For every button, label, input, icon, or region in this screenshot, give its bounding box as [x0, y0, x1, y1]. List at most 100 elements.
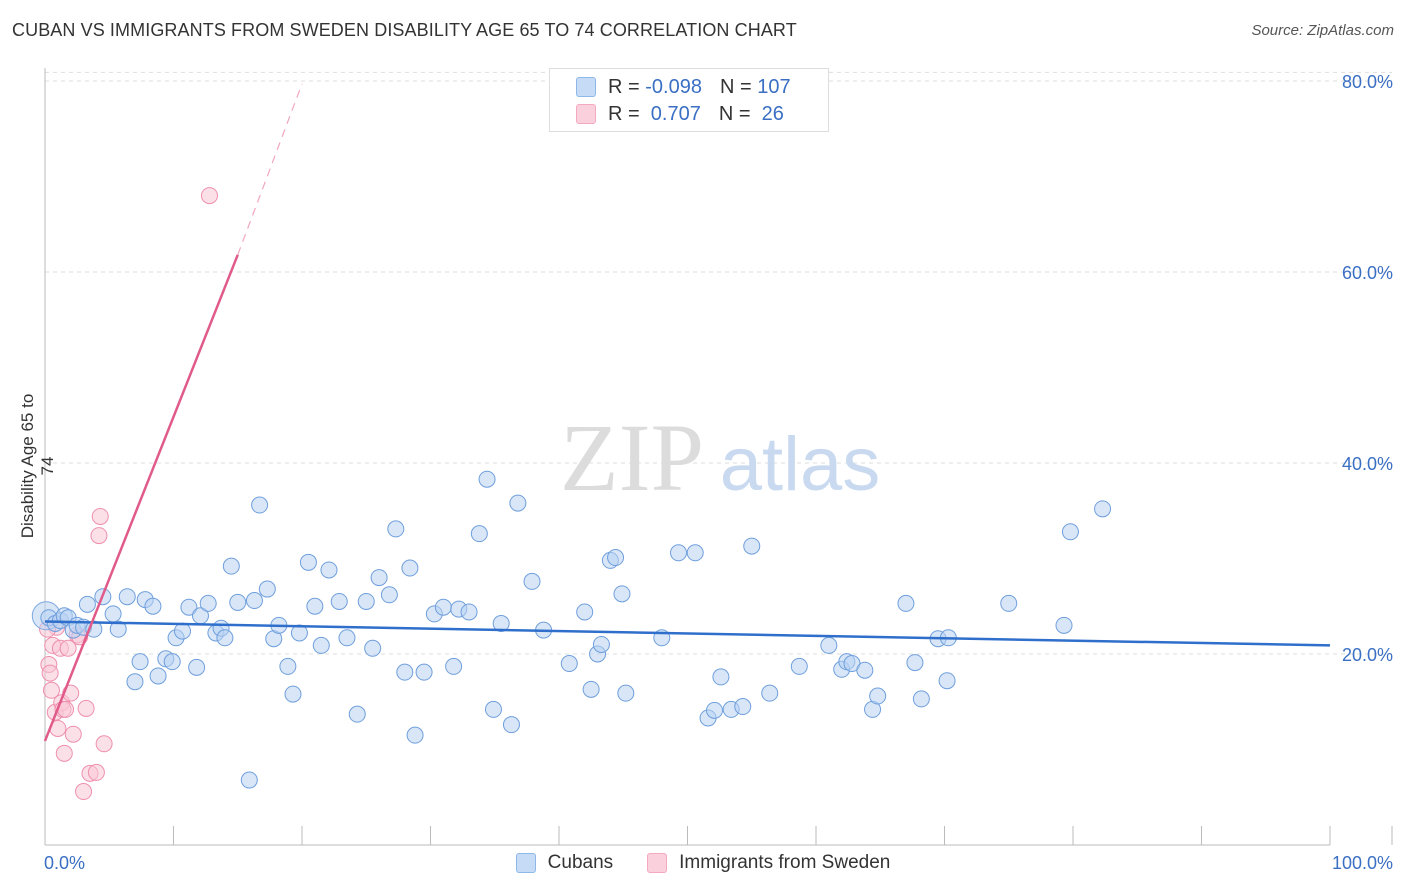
cuban-point: [380, 586, 398, 604]
legend-item-sweden: Immigrants from Sweden: [647, 852, 890, 874]
sweden-point: [87, 763, 105, 781]
sweden-point: [200, 187, 218, 205]
r-value: -0.098: [645, 75, 702, 98]
cuban-point: [592, 635, 610, 653]
cuban-point: [284, 685, 302, 703]
cuban-point: [478, 470, 496, 488]
cuban-point: [149, 667, 167, 685]
cuban-point: [406, 726, 424, 744]
r-label: R =: [608, 102, 640, 125]
cuban-point: [320, 561, 338, 579]
y-axis-label: Disability Age 65 to 74: [18, 393, 57, 539]
sweden-point: [64, 725, 82, 743]
cuban-point: [222, 557, 240, 575]
cuban-point: [173, 622, 191, 640]
sweden-swatch: [576, 104, 596, 124]
cuban-point: [460, 603, 478, 621]
cuban-point: [484, 700, 502, 718]
cuban-point: [1061, 523, 1079, 541]
cuban-point: [216, 629, 234, 647]
cuban-point: [470, 525, 488, 543]
y-tick-labels: 20.0% 40.0% 60.0% 80.0%: [1342, 72, 1393, 665]
sweden-legend-swatch: [647, 853, 668, 873]
cuban-point: [396, 663, 414, 681]
cuban-point: [509, 494, 527, 512]
cuban-point: [938, 672, 956, 690]
axes: [44, 68, 1393, 846]
x-tick-label: 0.0%: [44, 853, 85, 873]
cuban-point: [199, 594, 217, 612]
cuban-point: [290, 624, 308, 642]
cuban-point: [502, 716, 520, 734]
cuban-point: [299, 553, 317, 571]
cuban-point: [607, 549, 625, 567]
cuban-point: [1094, 500, 1112, 518]
cuban-point: [104, 605, 122, 623]
cuban-point: [126, 673, 144, 691]
sweden-point: [59, 639, 77, 657]
cuban-point: [1055, 616, 1073, 634]
cuban-point: [906, 654, 924, 672]
cuban-point: [364, 639, 382, 657]
cuban-point: [560, 655, 578, 673]
x-tick-labels: 0.0% 100.0%: [44, 853, 1393, 873]
cuban-point: [312, 636, 330, 654]
cuban-point: [357, 592, 375, 610]
cuban-point: [415, 663, 433, 681]
r-value: 0.707: [645, 102, 701, 125]
trendlines: [43, 83, 1331, 742]
n-label: N =: [718, 102, 751, 125]
cuban-point: [820, 636, 838, 654]
chart-title: CUBAN VS IMMIGRANTS FROM SWEDEN DISABILI…: [12, 20, 797, 40]
sweden-point: [41, 664, 59, 682]
sweden-trendline-extension: [237, 83, 303, 256]
cuban-point: [251, 496, 269, 514]
y-tick-label: 40.0%: [1342, 454, 1393, 474]
cuban-point: [523, 572, 541, 590]
cuban-point: [617, 684, 635, 702]
y-tick-label: 60.0%: [1342, 263, 1393, 283]
cuban-point: [670, 544, 688, 562]
series-cubans-points: [31, 470, 1112, 789]
cuban-point: [370, 569, 388, 587]
cuban-point: [188, 658, 206, 676]
sweden-point: [55, 744, 73, 762]
stats-row-cubans: R = -0.098 N = 107: [576, 75, 791, 99]
cubans-trendline: [44, 620, 1331, 647]
series-legend: Cubans Immigrants from Sweden: [0, 852, 1406, 874]
x-tick-label: 100.0%: [1332, 853, 1393, 873]
y-tick-label: 20.0%: [1342, 645, 1393, 665]
cuban-point: [144, 597, 162, 615]
cuban-point: [712, 668, 730, 686]
cuban-point: [576, 603, 594, 621]
cuban-point: [613, 585, 631, 603]
cuban-point: [445, 657, 463, 675]
sweden-trendline: [43, 254, 239, 742]
stats-legend: R = -0.098 N = 107 R = 0.707 N = 26: [549, 68, 829, 132]
cuban-point: [761, 684, 779, 702]
legend-label-cubans: Cubans: [547, 852, 614, 873]
cuban-point: [582, 680, 600, 698]
n-value: 26: [756, 102, 784, 125]
cuban-point: [734, 698, 752, 716]
cuban-point: [279, 657, 297, 675]
sweden-point: [90, 527, 108, 545]
cubans-legend-swatch: [515, 853, 536, 873]
watermark-atlas: atlas: [720, 422, 881, 507]
watermark-zip: ZIP: [560, 404, 704, 511]
n-label: N =: [719, 75, 752, 98]
cubans-swatch: [576, 77, 596, 97]
cuban-point: [240, 771, 258, 789]
sweden-point: [77, 699, 95, 717]
cuban-point: [245, 592, 263, 610]
cuban-point: [912, 690, 930, 708]
sweden-point: [95, 735, 113, 753]
cuban-point: [686, 544, 704, 562]
cuban-point: [258, 580, 276, 598]
cuban-point: [118, 588, 136, 606]
stats-row-sweden: R = 0.707 N = 26: [576, 102, 784, 126]
cuban-point: [229, 593, 247, 611]
cuban-point: [897, 594, 915, 612]
cuban-point: [743, 537, 761, 555]
